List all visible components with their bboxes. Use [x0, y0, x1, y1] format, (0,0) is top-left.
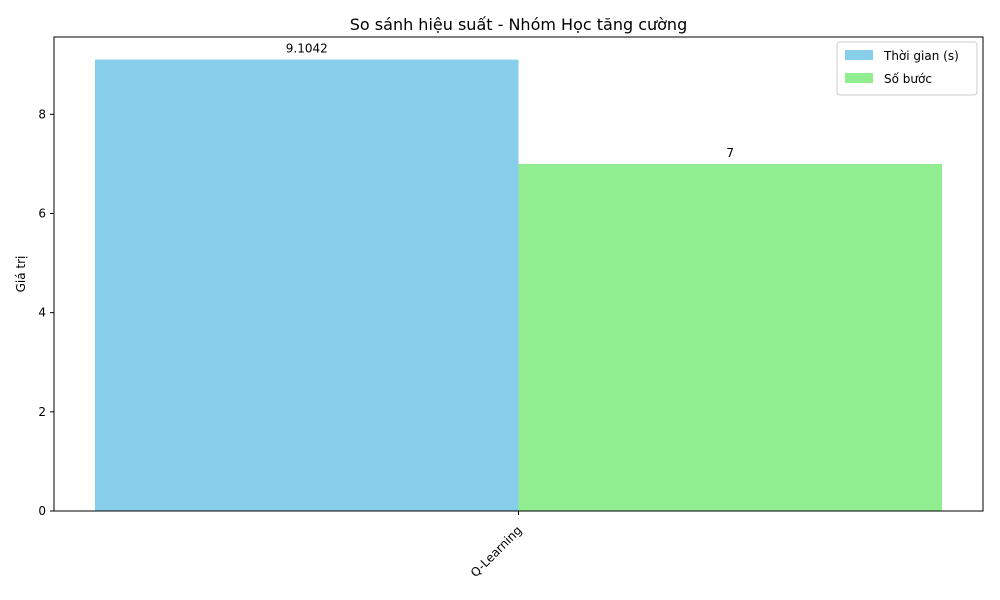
legend-label-time: Thời gian (s): [883, 49, 959, 63]
y-axis-ticks: 0 2 4 6 8: [38, 107, 54, 518]
y-tick-label: 6: [38, 207, 46, 221]
bar-time: [95, 59, 519, 511]
bar-labels-group: 9.1042 7: [286, 42, 734, 160]
bar-value-label: 7: [726, 146, 734, 160]
y-axis-label: Giá trị: [14, 256, 28, 293]
y-tick-label: 2: [38, 405, 46, 419]
bar-steps: [518, 163, 942, 511]
y-tick-label: 8: [38, 107, 46, 121]
legend-swatch-time: [845, 50, 873, 60]
chart-title: So sánh hiệu suất - Nhóm Học tăng cường: [350, 15, 687, 34]
bars-group: [95, 59, 942, 511]
legend-label-steps: Số bước: [884, 72, 932, 86]
legend: Thời gian (s) Số bước: [836, 41, 978, 96]
y-tick-label: 4: [38, 306, 46, 320]
x-axis-ticks: Q-Learning: [468, 511, 525, 580]
bar-value-label: 9.1042: [286, 42, 328, 56]
x-tick-label: Q-Learning: [468, 523, 525, 580]
legend-swatch-steps: [845, 73, 873, 83]
y-tick-label: 0: [38, 504, 46, 518]
